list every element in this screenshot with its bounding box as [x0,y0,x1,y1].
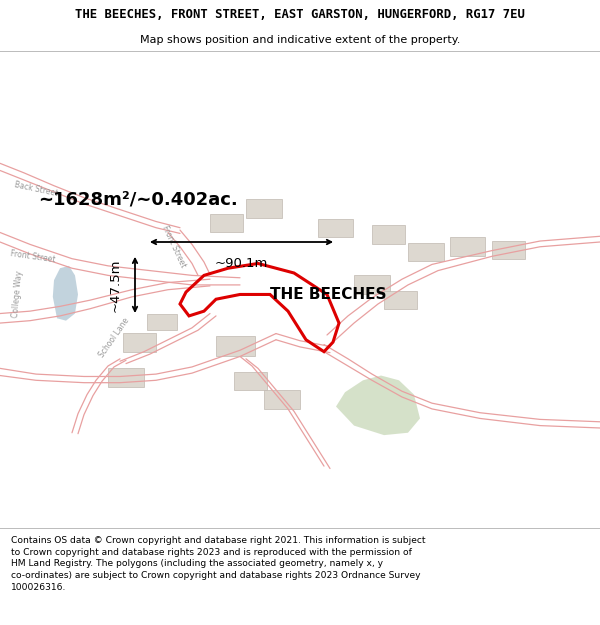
Bar [492,241,525,259]
Bar [318,219,353,238]
Text: THE BEECHES: THE BEECHES [270,287,386,302]
Bar [372,225,405,244]
Text: School Lane: School Lane [97,316,131,359]
Bar [234,372,267,390]
Bar [147,314,177,330]
Text: THE BEECHES, FRONT STREET, EAST GARSTON, HUNGERFORD, RG17 7EU: THE BEECHES, FRONT STREET, EAST GARSTON,… [75,8,525,21]
Bar [264,390,300,409]
Bar [210,214,243,232]
Text: Map shows position and indicative extent of the property.: Map shows position and indicative extent… [140,35,460,45]
Polygon shape [53,266,78,321]
Text: ~1628m²/~0.402ac.: ~1628m²/~0.402ac. [38,190,238,208]
Text: College Way: College Way [11,271,25,318]
Bar [246,199,282,218]
Text: Back Street: Back Street [13,181,59,199]
Bar [108,368,144,388]
Text: ~90.1m: ~90.1m [215,258,268,270]
Text: Contains OS data © Crown copyright and database right 2021. This information is : Contains OS data © Crown copyright and d… [11,536,425,592]
Bar [123,332,156,352]
Bar [216,336,255,356]
Text: ~47.5m: ~47.5m [109,258,122,312]
Bar [408,243,444,261]
Text: Front Street: Front Street [160,224,188,269]
Polygon shape [336,376,420,435]
Bar [384,291,417,309]
Bar [450,238,485,256]
Bar [354,276,390,294]
Text: Front Street: Front Street [10,249,56,264]
